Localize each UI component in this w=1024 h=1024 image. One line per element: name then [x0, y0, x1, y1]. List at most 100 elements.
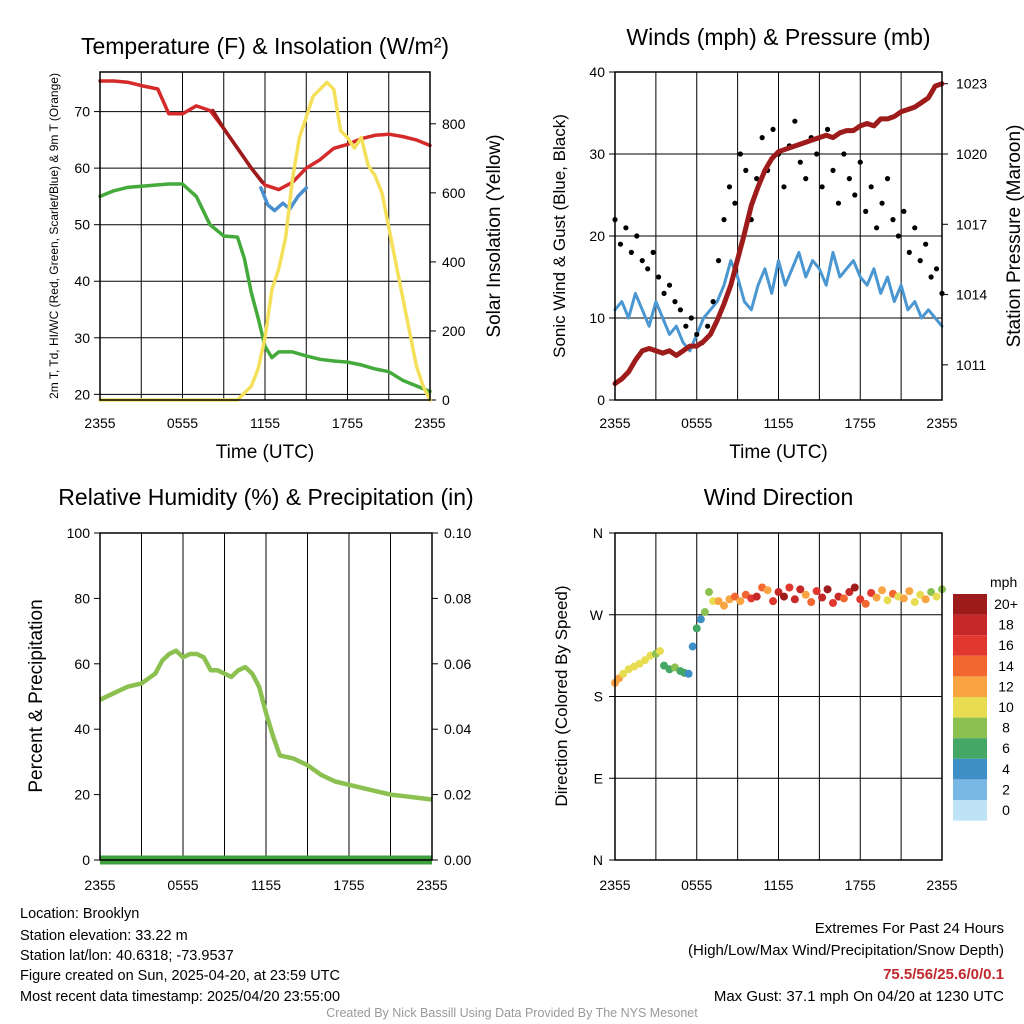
x-tick-label: 2355	[599, 415, 630, 431]
gust-point	[928, 274, 934, 280]
y-tick-label: 40	[74, 721, 90, 737]
series-line	[98, 80, 432, 402]
legend-label: 14	[998, 658, 1014, 674]
y-tick-label: 0	[597, 392, 605, 408]
gust-point	[797, 159, 803, 165]
gust-point	[857, 159, 863, 165]
y-tick-label: 30	[74, 330, 90, 346]
direction-point	[867, 588, 876, 597]
y-tick-label: 60	[74, 656, 90, 672]
x-tick-label: 1755	[332, 415, 363, 431]
legend-label: 4	[1002, 761, 1010, 777]
y-tick-label: N	[593, 852, 603, 868]
gust-point	[732, 200, 738, 206]
gust-point	[770, 126, 776, 132]
direction-point	[705, 588, 714, 597]
y2-tick-label: 1020	[956, 146, 987, 162]
y-axis-label: 2m T, Td, HI/WC (Red, Green, Scarlet/Blu…	[47, 73, 61, 399]
y-tick-label: 30	[589, 146, 605, 162]
plot-frame	[99, 71, 431, 401]
panel-title: Relative Humidity (%) & Precipitation (i…	[58, 484, 473, 510]
x-tick-label: 2355	[416, 877, 447, 893]
direction-point	[692, 624, 701, 633]
gust-point	[879, 200, 885, 206]
plot-frame	[614, 71, 943, 401]
y-tick-label: E	[594, 770, 603, 786]
direction-point	[796, 585, 805, 594]
location-text: Location: Brooklyn	[20, 906, 140, 922]
elevation-text: Station elevation: 33.22 m	[20, 928, 188, 944]
gust-point	[645, 266, 651, 272]
gust-point	[874, 225, 880, 231]
y-axis-label: Percent & Precipitation	[26, 599, 47, 792]
gust-point	[617, 241, 624, 247]
x-tick-label: 2355	[84, 415, 115, 431]
gust-point	[868, 184, 874, 190]
direction-point	[807, 598, 816, 607]
gust-point	[726, 184, 733, 190]
direction-point	[812, 587, 821, 596]
series-line	[612, 81, 945, 387]
direction-point	[785, 583, 794, 592]
x-tick-label: 1755	[845, 877, 876, 893]
direction-point	[823, 585, 832, 594]
series-line	[613, 250, 944, 353]
gust-point	[884, 176, 891, 182]
gust-point	[754, 176, 760, 182]
legend-swatch	[953, 594, 987, 615]
legend-label: 16	[998, 637, 1014, 653]
y-tick-label: 0	[82, 852, 90, 868]
direction-point	[839, 594, 848, 603]
y-tick-label: 80	[74, 590, 90, 606]
y2-axis-label: Solar Insolation (Yellow)	[484, 134, 505, 337]
x-tick-label: 0555	[167, 415, 198, 431]
x-tick-label: 1155	[250, 415, 280, 431]
panel-title: Winds (mph) & Pressure (mb)	[626, 24, 930, 50]
direction-point	[790, 595, 799, 604]
y-tick-label: 60	[74, 160, 90, 176]
y2-tick-label: 800	[442, 116, 466, 132]
gust-point	[824, 126, 831, 132]
x-tick-label: 1155	[251, 877, 281, 893]
direction-point	[856, 595, 865, 604]
gust-point	[792, 118, 798, 124]
legend-label: 20+	[994, 596, 1018, 612]
panel-4: N E S W N 2355 0555 1155 1755 2355 Wind Direction D…	[552, 484, 1018, 893]
created-text: Figure created on Sun, 2025-04-20, at 23…	[20, 968, 340, 984]
y2-tick-label: 200	[442, 323, 466, 339]
direction-point	[932, 592, 941, 601]
gust-point	[933, 266, 940, 272]
legend-label: 6	[1002, 740, 1010, 756]
legend-label: 2	[1002, 781, 1010, 797]
panel-1: 20 30 40 50 60 70 0 200 400 600 800 2355 0555 1155 175…	[47, 33, 505, 463]
gust-point	[721, 217, 727, 223]
series-line	[211, 108, 265, 185]
direction-point	[845, 588, 854, 597]
gust-point	[623, 225, 629, 231]
plot-frame	[614, 532, 943, 861]
direction-point	[878, 586, 887, 595]
direction-point	[910, 598, 919, 607]
gust-point	[743, 167, 749, 173]
direction-point	[619, 669, 628, 678]
legend-swatch	[953, 697, 987, 718]
legend-swatch	[953, 676, 987, 697]
gust-point	[672, 299, 678, 305]
x-axis-label: Time (UTC)	[729, 442, 828, 463]
y2-tick-label: 400	[442, 254, 466, 270]
gust-point	[683, 323, 689, 329]
gust-point	[705, 323, 711, 329]
x-tick-label: 1155	[763, 877, 793, 893]
legend-swatch	[953, 614, 987, 636]
series-line	[98, 79, 432, 192]
x-axis-label: Time (UTC)	[216, 442, 315, 463]
x-tick-label: 2355	[926, 415, 957, 431]
legend-label: 12	[998, 678, 1014, 694]
gust-point	[890, 217, 896, 223]
gust-point	[863, 208, 869, 214]
gust-point	[835, 200, 842, 206]
x-tick-label: 1755	[333, 877, 364, 893]
credit-text: Created By Nick Bassill Using Data Provi…	[326, 1006, 698, 1020]
plot-frame	[99, 532, 433, 861]
series-line	[259, 186, 309, 213]
